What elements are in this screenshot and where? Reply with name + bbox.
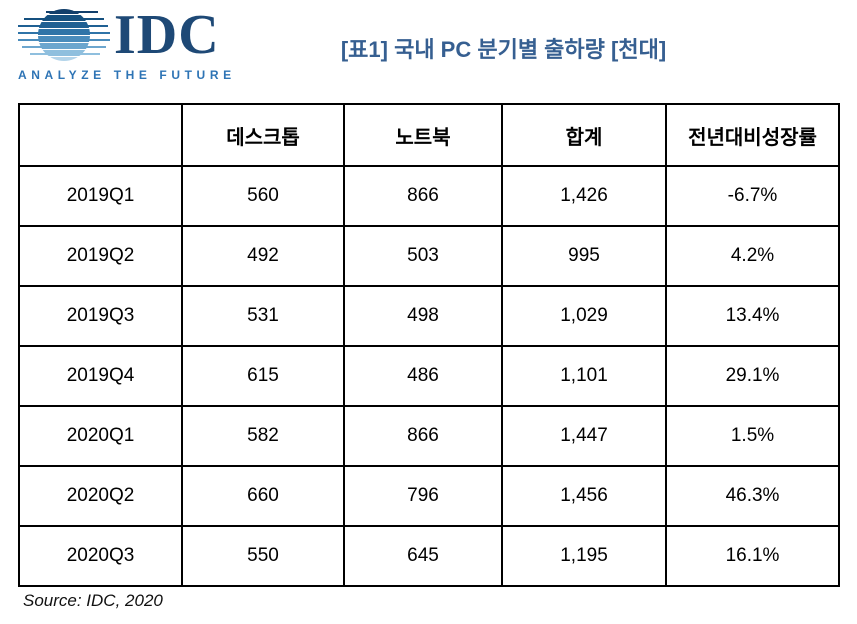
idc-logo-tagline: ANALYZE THE FUTURE (18, 68, 236, 82)
source-note: Source: IDC, 2020 (23, 591, 163, 610)
shipments-table: 데스크톱 노트북 합계 전년대비성장률 2019Q1 560 866 1,426… (18, 103, 840, 587)
cell-notebook: 503 (343, 225, 503, 287)
cell-notebook: 866 (343, 405, 503, 467)
cell-total: 1,195 (501, 525, 667, 587)
cell-desktop: 560 (181, 165, 345, 227)
cell-yoy-growth: 4.2% (665, 225, 840, 287)
table-row: 2019Q4 615 486 1,101 29.1% (18, 345, 840, 407)
cell-desktop: 660 (181, 465, 345, 527)
cell-total: 1,456 (501, 465, 667, 527)
cell-quarter: 2020Q2 (18, 465, 183, 527)
cell-total: 1,101 (501, 345, 667, 407)
globe-stripes-icon (18, 9, 110, 61)
col-header-desktop: 데스크톱 (181, 103, 345, 167)
table-header-row: 데스크톱 노트북 합계 전년대비성장률 (18, 103, 840, 167)
cell-total: 1,029 (501, 285, 667, 347)
table-row: 2019Q1 560 866 1,426 -6.7% (18, 165, 840, 227)
table-row: 2019Q2 492 503 995 4.2% (18, 225, 840, 287)
cell-yoy-growth: 1.5% (665, 405, 840, 467)
cell-quarter: 2019Q4 (18, 345, 183, 407)
cell-yoy-growth: -6.7% (665, 165, 840, 227)
cell-desktop: 492 (181, 225, 345, 287)
table-row: 2020Q1 582 866 1,447 1.5% (18, 405, 840, 467)
table-row: 2020Q3 550 645 1,195 16.1% (18, 525, 840, 587)
cell-desktop: 550 (181, 525, 345, 587)
table-row: 2019Q3 531 498 1,029 13.4% (18, 285, 840, 347)
cell-quarter: 2019Q3 (18, 285, 183, 347)
col-header-yoy-growth: 전년대비성장률 (665, 103, 840, 167)
cell-quarter: 2020Q1 (18, 405, 183, 467)
cell-desktop: 615 (181, 345, 345, 407)
cell-yoy-growth: 13.4% (665, 285, 840, 347)
table-row: 2020Q2 660 796 1,456 46.3% (18, 465, 840, 527)
cell-desktop: 582 (181, 405, 345, 467)
cell-total: 1,426 (501, 165, 667, 227)
cell-quarter: 2019Q1 (18, 165, 183, 227)
idc-logo-text: IDC (114, 4, 220, 66)
col-header-quarter (18, 103, 183, 167)
cell-total: 995 (501, 225, 667, 287)
header: IDC ANALYZE THE FUTURE [표1] 국내 PC 분기별 출하… (18, 6, 839, 96)
page-title: [표1] 국내 PC 분기별 출하량 [천대] (340, 37, 667, 62)
col-header-total: 합계 (501, 103, 667, 167)
cell-quarter: 2020Q3 (18, 525, 183, 587)
cell-notebook: 796 (343, 465, 503, 527)
cell-notebook: 486 (343, 345, 503, 407)
cell-yoy-growth: 16.1% (665, 525, 840, 587)
col-header-notebook: 노트북 (343, 103, 503, 167)
cell-total: 1,447 (501, 405, 667, 467)
cell-notebook: 498 (343, 285, 503, 347)
cell-yoy-growth: 46.3% (665, 465, 840, 527)
idc-logo-mark: IDC (18, 6, 230, 64)
cell-notebook: 645 (343, 525, 503, 587)
cell-quarter: 2019Q2 (18, 225, 183, 287)
cell-notebook: 866 (343, 165, 503, 227)
cell-yoy-growth: 29.1% (665, 345, 840, 407)
cell-desktop: 531 (181, 285, 345, 347)
idc-logo: IDC ANALYZE THE FUTURE (18, 6, 236, 82)
